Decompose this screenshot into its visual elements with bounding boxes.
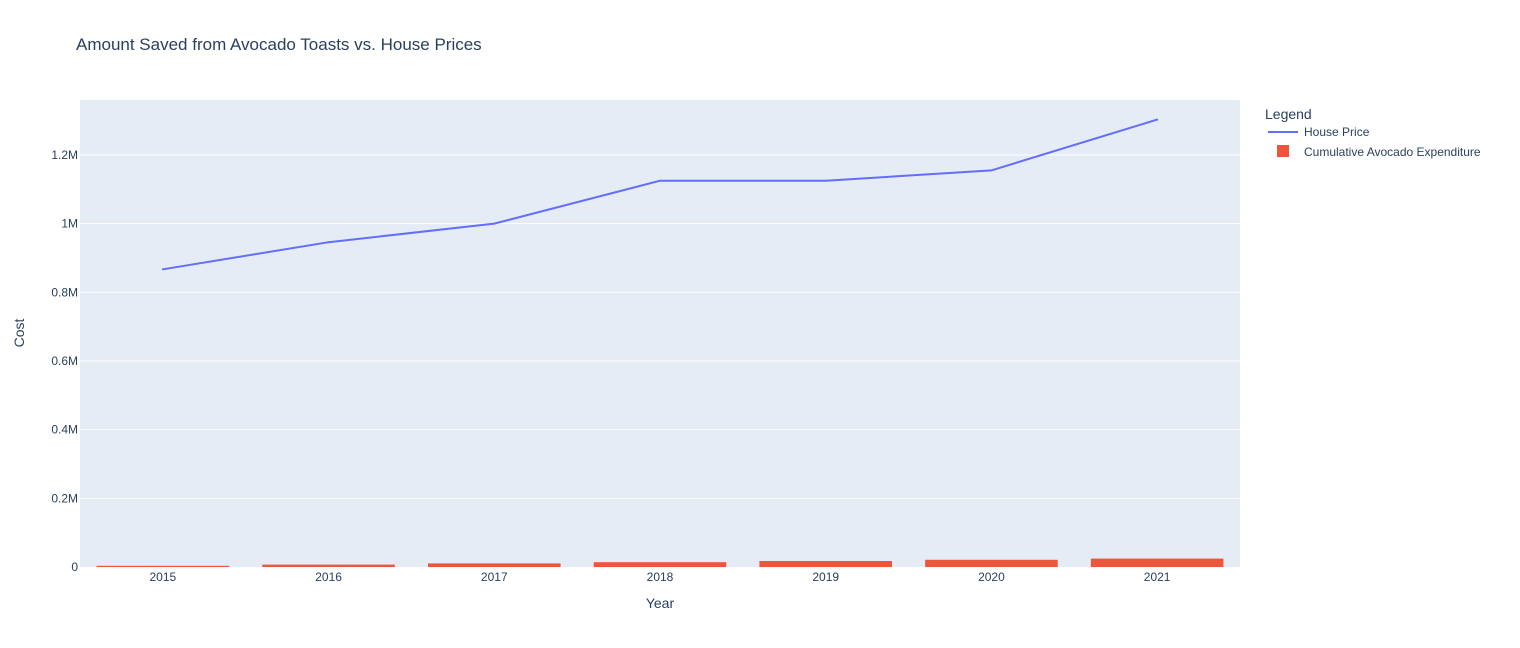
bar-2021[interactable] (1090, 558, 1224, 567)
x-tick-label: 2020 (978, 570, 1005, 584)
legend[interactable]: Legend House Price Cumulative Avocado Ex… (1265, 106, 1481, 159)
y-tick-label: 1M (61, 217, 78, 231)
bar-series (96, 558, 1224, 567)
legend-item-house-price[interactable]: House Price (1304, 125, 1370, 139)
x-tick-label: 2018 (647, 570, 674, 584)
bar-2020[interactable] (925, 559, 1058, 567)
x-tick-label: 2015 (150, 570, 177, 584)
bar-2018[interactable] (593, 562, 727, 567)
y-tick-label: 0.6M (51, 354, 78, 368)
bar-2016[interactable] (262, 564, 395, 567)
y-tick-label: 0.4M (51, 423, 78, 437)
bar-2017[interactable] (428, 563, 561, 567)
house-price-point-2017[interactable] (493, 222, 496, 225)
x-axis-title: Year (646, 595, 675, 611)
y-tick-label: 1.2M (51, 148, 78, 162)
house-price-point-2018[interactable] (659, 179, 661, 182)
y-tick-label: 0.8M (51, 285, 78, 299)
house-price-point-2019[interactable] (824, 179, 827, 182)
line-series (161, 118, 1159, 271)
bar-2019[interactable] (759, 560, 892, 567)
house-price-point-2021[interactable] (1156, 118, 1159, 121)
legend-item-avocado-expenditure[interactable]: Cumulative Avocado Expenditure (1304, 145, 1481, 159)
bar-2015[interactable] (96, 565, 230, 567)
y-axis-ticks: 0 0.2M 0.4M 0.6M 0.8M 1M 1.2M (51, 148, 78, 574)
plot-area (80, 100, 1240, 567)
x-tick-label: 2017 (481, 570, 508, 584)
house-price-point-2016[interactable] (327, 241, 330, 244)
x-axis-ticks: 2015 2016 2017 2018 2019 2020 2021 (150, 570, 1171, 584)
x-tick-label: 2021 (1144, 570, 1171, 584)
gridlines (80, 154, 1240, 499)
y-tick-label: 0 (71, 560, 78, 574)
x-tick-label: 2016 (315, 570, 342, 584)
chart-title: Amount Saved from Avocado Toasts vs. Hou… (76, 35, 482, 54)
house-price-point-2015[interactable] (161, 268, 164, 271)
legend-swatch-avocado (1277, 145, 1289, 157)
y-tick-label: 0.2M (51, 491, 78, 505)
legend-title: Legend (1265, 106, 1312, 122)
x-tick-label: 2019 (812, 570, 839, 584)
house-price-point-2020[interactable] (990, 169, 993, 172)
y-axis-title: Cost (11, 319, 27, 348)
